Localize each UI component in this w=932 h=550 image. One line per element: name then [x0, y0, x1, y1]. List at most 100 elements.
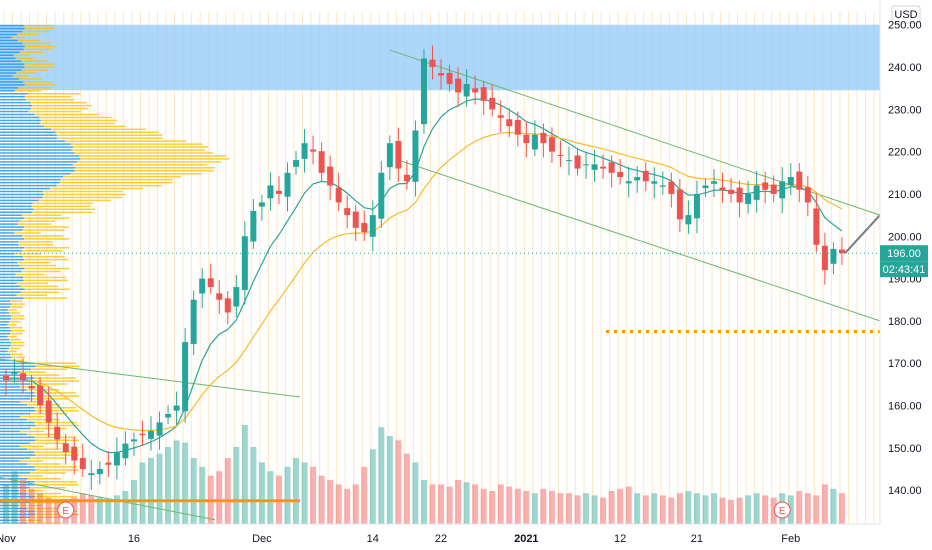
profile-bar-sell — [10, 300, 23, 302]
profile-bar-buy — [0, 244, 19, 246]
currency-button[interactable] — [891, 5, 921, 24]
ema-slow-line — [5, 131, 843, 432]
profile-bar-sell — [24, 226, 69, 228]
profile-bar-buy — [0, 172, 71, 175]
candle-body — [301, 143, 308, 159]
moving-averages — [5, 98, 843, 454]
profile-bar-sell — [80, 158, 230, 160]
candle-body — [625, 181, 632, 184]
volume-bar — [642, 495, 649, 524]
volume-bar — [796, 491, 803, 524]
profile-bar-sell — [26, 374, 60, 376]
candle-body — [813, 208, 820, 245]
volume-bar — [54, 502, 61, 524]
profile-bar-buy — [0, 187, 50, 190]
profile-bar-buy — [0, 178, 61, 181]
profile-bar-sell — [35, 454, 79, 456]
profile-bar-buy — [0, 492, 28, 495]
last-price-label: 196.00 — [887, 248, 921, 260]
profile-bar-buy — [0, 93, 29, 95]
profile-bar-sell — [20, 60, 47, 62]
volume-bar — [429, 484, 436, 524]
volume-bar — [199, 466, 206, 524]
profile-bar-buy — [0, 226, 25, 228]
profile-bar-buy — [0, 98, 26, 101]
volume-bar — [489, 491, 496, 524]
volume-bar — [608, 491, 615, 524]
profile-bar-buy — [0, 273, 16, 276]
volume-bar — [753, 493, 760, 524]
profile-bar-sell — [63, 175, 181, 178]
profile-bar-sell — [34, 466, 77, 468]
profile-bar-sell — [17, 261, 51, 264]
profile-bar-buy — [0, 513, 36, 516]
profile-bar-sell — [24, 217, 70, 219]
time-axis[interactable]: Nov 16 Dec 14 22 2021 12 21 Feb — [0, 523, 880, 545]
profile-bar-buy — [0, 486, 30, 489]
candle-body — [600, 166, 607, 169]
profile-bar-buy — [0, 57, 16, 59]
volume-bar — [651, 493, 658, 524]
profile-bar-sell — [24, 288, 70, 291]
profile-bar-buy — [0, 356, 12, 359]
candle-body — [267, 185, 274, 199]
volume-bar — [310, 466, 317, 524]
candle-body — [327, 166, 334, 186]
candle-body — [207, 278, 214, 288]
candle-body — [540, 132, 547, 144]
profile-bar-sell — [38, 199, 111, 202]
volume-bar — [148, 458, 155, 524]
volume-bar — [352, 484, 359, 524]
candle-body — [28, 386, 35, 389]
candle-body — [753, 185, 760, 200]
price-tick-label: 140.00 — [888, 485, 922, 497]
profile-bar-buy — [0, 489, 20, 492]
volume-bar — [506, 486, 513, 524]
profile-bar-buy — [0, 27, 25, 30]
volume-bar — [369, 449, 376, 524]
price-tick-label: 210.00 — [888, 189, 922, 201]
profile-bar-sell — [75, 167, 215, 169]
profile-bar-sell — [40, 119, 117, 122]
candle-body — [318, 151, 325, 173]
candle-body — [386, 143, 393, 168]
profile-bar-sell — [27, 463, 61, 465]
event-label: E — [62, 506, 69, 517]
profile-bar-sell — [74, 152, 213, 154]
volume-bar — [710, 493, 717, 524]
candle-body — [20, 373, 27, 381]
volume-bar — [659, 495, 666, 524]
profile-bar-buy — [0, 267, 25, 270]
event-circle — [57, 501, 75, 519]
candle-body — [574, 155, 581, 169]
profile-bar-buy — [0, 75, 13, 77]
time-tick-label: 12 — [614, 533, 626, 545]
candle-body — [557, 154, 564, 156]
volume-bars — [3, 425, 845, 524]
profile-bar-buy — [0, 430, 20, 433]
volume-profile — [0, 24, 230, 524]
volume-bar — [156, 453, 163, 524]
profile-bar-buy — [0, 78, 19, 80]
candle-body — [830, 248, 837, 264]
profile-bar-sell — [14, 90, 42, 92]
volume-bar — [531, 493, 538, 524]
profile-bar-buy — [0, 264, 20, 267]
last-price-tag — [880, 245, 928, 262]
volume-bar — [327, 480, 334, 524]
profile-bar-sell — [42, 196, 123, 199]
profile-bar-sell — [24, 238, 70, 240]
volume-bar — [787, 495, 794, 524]
profile-bar-buy — [0, 469, 36, 471]
candle-body — [275, 190, 282, 194]
candle-body — [165, 413, 172, 418]
volume-bar — [625, 486, 632, 524]
profile-bar-sell — [17, 33, 39, 36]
candle-body — [719, 187, 726, 190]
profile-bar-buy — [0, 350, 8, 353]
profile-bar-sell — [10, 359, 23, 362]
candle-body — [79, 458, 86, 469]
profile-bar-buy — [0, 122, 41, 125]
volume-bar — [165, 447, 172, 524]
profile-bar-buy — [0, 418, 27, 421]
